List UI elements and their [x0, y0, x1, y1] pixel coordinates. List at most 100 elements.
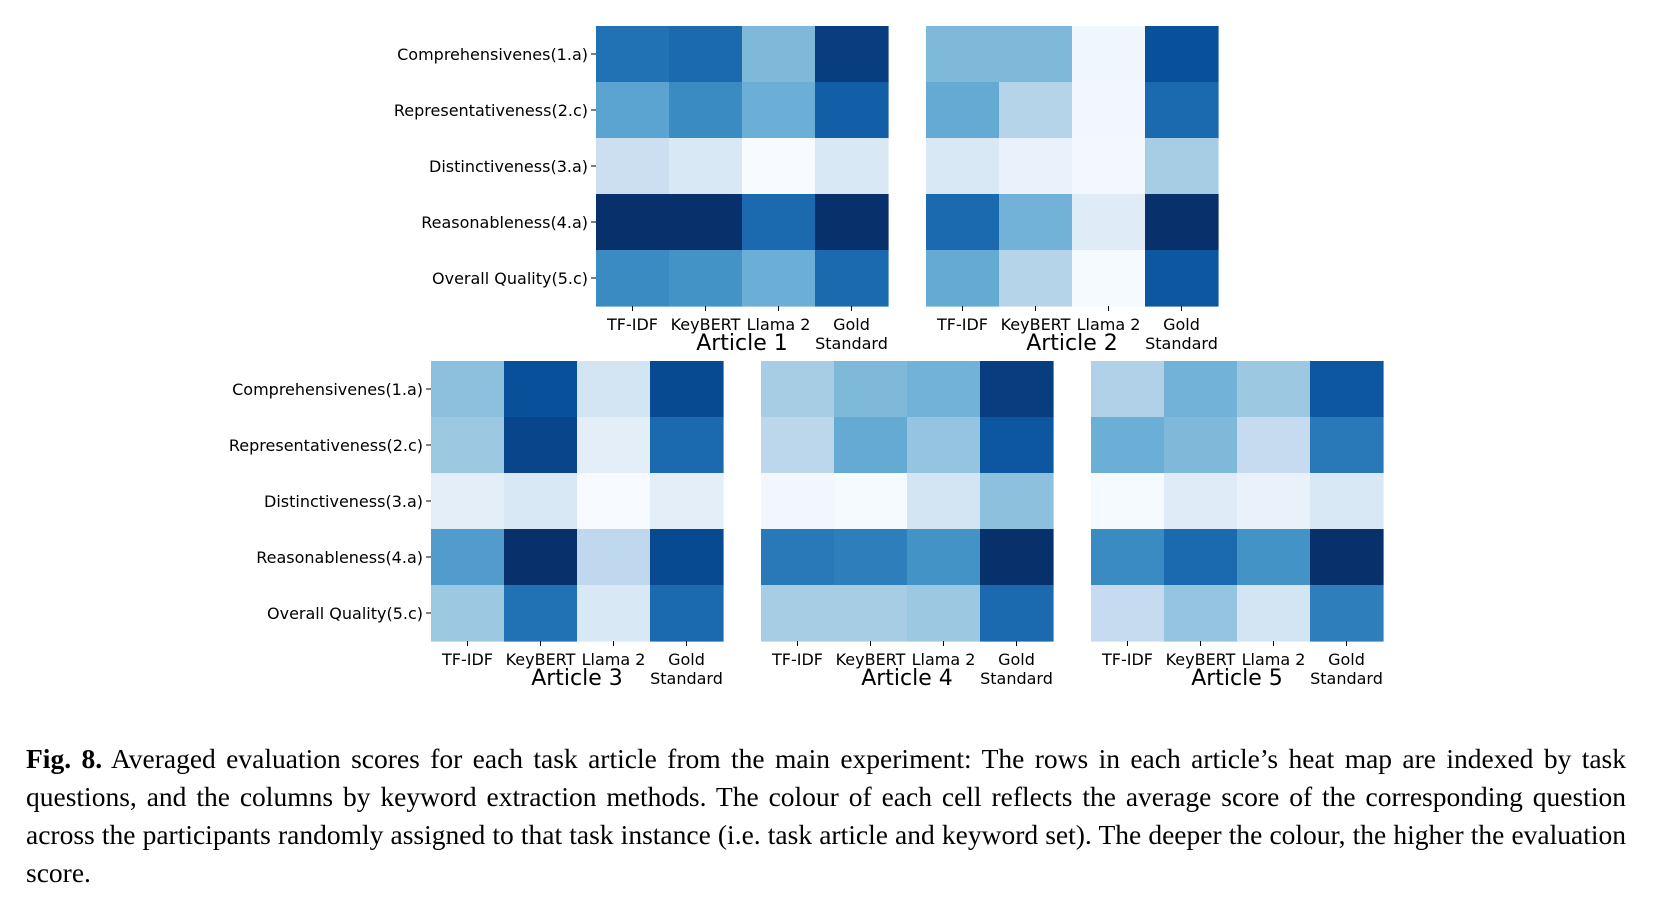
row-label: Reasonableness(4.a): [256, 548, 423, 567]
heatmap-cell-a3-r5-c4: [650, 585, 724, 642]
row-label: Distinctiveness(3.a): [429, 157, 588, 176]
heatmap-cell-a3-r3-c1: [431, 473, 505, 530]
row-label: Overall Quality(5.c): [432, 269, 588, 288]
row-label: Distinctiveness(3.a): [264, 492, 423, 511]
panel-title: Article 3: [531, 666, 623, 691]
column-label: KeyBERT: [506, 650, 576, 669]
heatmap-cell-a1-r1-c1: [596, 26, 670, 83]
column-label: TF-IDF: [441, 650, 493, 669]
column-label: TF-IDF: [1101, 650, 1153, 669]
heatmap-cell-a3-r4-c1: [431, 529, 505, 586]
heatmap-cell-a5-r5-c2: [1164, 585, 1238, 642]
heatmap-cell-a1-r3-c4: [815, 138, 889, 195]
heatmap-cell-a1-r1-c3: [742, 26, 816, 83]
heatmap-cell-a5-r1-c1: [1091, 361, 1165, 418]
heatmap-cell-a4-r3-c1: [761, 473, 835, 530]
heatmap-cell-a3-r3-c2: [504, 473, 578, 530]
heatmap-cell-a2-r2-c3: [1072, 82, 1146, 139]
heatmap-cell-a3-r2-c1: [431, 417, 505, 474]
heatmap-cell-a5-r2-c2: [1164, 417, 1238, 474]
heatmap-cell-a2-r5-c1: [926, 250, 1000, 307]
heatmap-cell-a4-r5-c4: [980, 585, 1054, 642]
heatmap-cell-a1-r3-c2: [669, 138, 743, 195]
column-label: KeyBERT: [836, 650, 906, 669]
heatmap-cell-a2-r4-c3: [1072, 194, 1146, 251]
heatmap-cell-a3-r1-c4: [650, 361, 724, 418]
heatmap-cell-a5-r1-c2: [1164, 361, 1238, 418]
heatmap-cell-a4-r3-c3: [907, 473, 981, 530]
heatmap-cell-a3-r1-c2: [504, 361, 578, 418]
heatmap-cell-a2-r1-c1: [926, 26, 1000, 83]
heatmap-cell-a5-r4-c2: [1164, 529, 1238, 586]
heatmap-cell-a2-r3-c4: [1145, 138, 1219, 195]
column-label: KeyBERT: [1166, 650, 1236, 669]
heatmap-cell-a1-r5-c2: [669, 250, 743, 307]
heatmap-cell-a3-r5-c2: [504, 585, 578, 642]
heatmap-cell-a5-r1-c4: [1310, 361, 1384, 418]
column-label: KeyBERT: [1001, 315, 1071, 334]
panel-title: Article 2: [1026, 331, 1118, 356]
heatmap-cell-a2-r2-c2: [999, 82, 1073, 139]
heatmap-cell-a1-r4-c3: [742, 194, 816, 251]
column-label: Gold: [833, 315, 870, 334]
column-label: Llama 2: [1077, 315, 1141, 334]
heatmap-cell-a5-r4-c4: [1310, 529, 1384, 586]
caption-label: Fig. 8.: [26, 743, 103, 774]
heatmap-cell-a3-r2-c2: [504, 417, 578, 474]
heatmap-cell-a5-r2-c1: [1091, 417, 1165, 474]
column-label: Llama 2: [582, 650, 646, 669]
column-label: Llama 2: [1242, 650, 1306, 669]
heatmap-cell-a3-r5-c1: [431, 585, 505, 642]
heatmap-cell-a1-r5-c4: [815, 250, 889, 307]
heatmap-cell-a4-r1-c2: [834, 361, 908, 418]
heatmap-cell-a4-r5-c3: [907, 585, 981, 642]
heatmap-cell-a2-r2-c1: [926, 82, 1000, 139]
column-label: Gold: [668, 650, 705, 669]
heatmap-cell-a5-r2-c3: [1237, 417, 1311, 474]
heatmap-cell-a2-r2-c4: [1145, 82, 1219, 139]
column-label: Gold: [998, 650, 1035, 669]
heatmap-cell-a4-r2-c3: [907, 417, 981, 474]
column-label: Standard: [1145, 334, 1218, 353]
heatmap-cell-a4-r4-c4: [980, 529, 1054, 586]
heatmap-cell-a3-r1-c1: [431, 361, 505, 418]
heatmap-cell-a4-r5-c2: [834, 585, 908, 642]
row-label: Representativeness(2.c): [229, 436, 423, 455]
heatmap-cell-a3-r4-c2: [504, 529, 578, 586]
column-label: TF-IDF: [936, 315, 988, 334]
column-label: KeyBERT: [671, 315, 741, 334]
panel-title: Article 5: [1191, 666, 1283, 691]
heatmap-cell-a2-r1-c3: [1072, 26, 1146, 83]
heatmap-cell-a2-r3-c3: [1072, 138, 1146, 195]
heatmap-cell-a3-r2-c4: [650, 417, 724, 474]
heatmap-cell-a1-r4-c1: [596, 194, 670, 251]
heatmap-cell-a2-r5-c3: [1072, 250, 1146, 307]
heatmap-cell-a5-r3-c4: [1310, 473, 1384, 530]
heatmap-cell-a1-r2-c2: [669, 82, 743, 139]
heatmap-cell-a4-r4-c3: [907, 529, 981, 586]
heatmap-cell-a4-r3-c2: [834, 473, 908, 530]
heatmap-cell-a2-r3-c1: [926, 138, 1000, 195]
heatmap-cell-a4-r2-c1: [761, 417, 835, 474]
heatmap-figure: Comprehensivenes(1.a) Representativeness(…: [229, 26, 1384, 691]
heatmap-cell-a1-r2-c3: [742, 82, 816, 139]
heatmap-cell-a2-r4-c1: [926, 194, 1000, 251]
heatmap-cell-a1-r4-c2: [669, 194, 743, 251]
heatmap-cell-a4-r2-c2: [834, 417, 908, 474]
column-label: Standard: [815, 334, 888, 353]
heatmap-cell-a2-r1-c4: [1145, 26, 1219, 83]
heatmap-cell-a5-r3-c1: [1091, 473, 1165, 530]
row-label: Comprehensivenes(1.a): [232, 380, 423, 399]
column-label: Gold: [1328, 650, 1365, 669]
row-label: Reasonableness(4.a): [421, 213, 588, 232]
heatmap-cell-a4-r4-c2: [834, 529, 908, 586]
heatmap-cell-a5-r3-c3: [1237, 473, 1311, 530]
column-label: Llama 2: [912, 650, 976, 669]
row-label: Comprehensivenes(1.a): [397, 45, 588, 64]
caption-text: Averaged evaluation scores for each task…: [26, 743, 1626, 888]
heatmap-cell-a4-r1-c1: [761, 361, 835, 418]
heatmap-cell-a2-r4-c2: [999, 194, 1073, 251]
heatmap-cell-a3-r3-c3: [577, 473, 651, 530]
heatmap-cell-a4-r4-c1: [761, 529, 835, 586]
heatmap-cell-a4-r5-c1: [761, 585, 835, 642]
